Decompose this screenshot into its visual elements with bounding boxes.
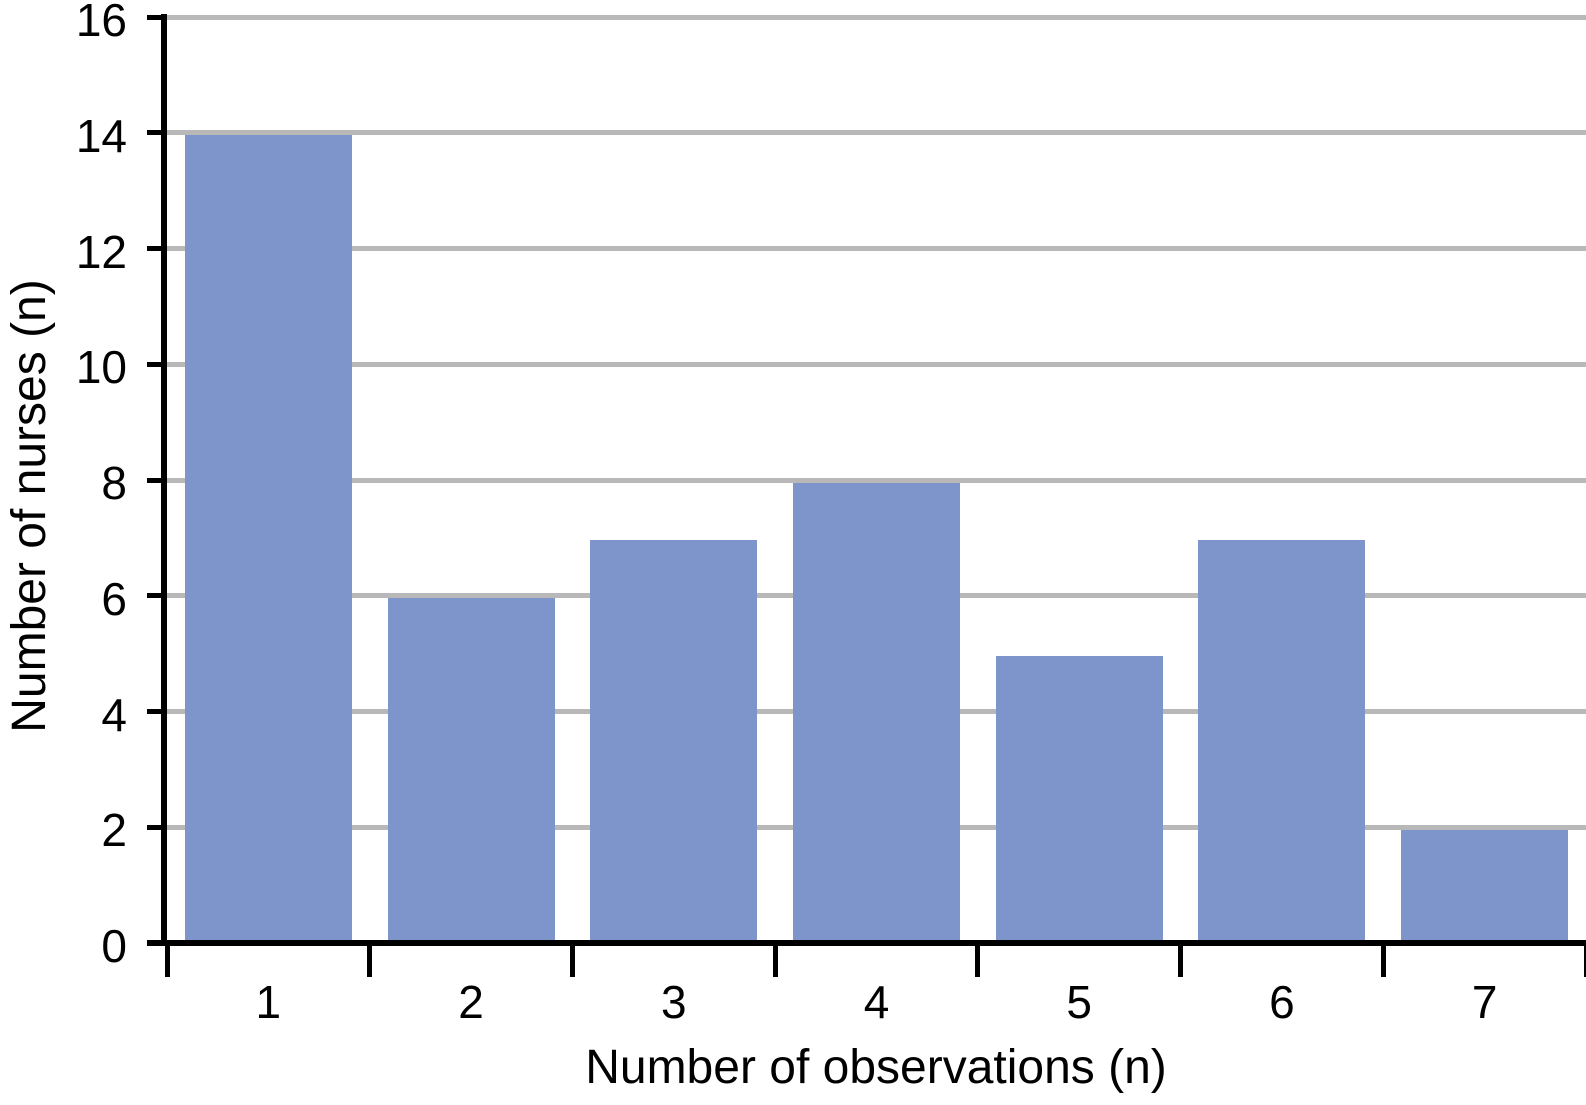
y-axis-title: Number of nurses (n): [3, 279, 56, 733]
x-tick-7: [1583, 940, 1586, 977]
bar-7: [1401, 829, 1569, 940]
y-tick-12: [147, 246, 167, 251]
x-tick-1: [367, 940, 373, 977]
x-axis-line: [147, 940, 1586, 946]
y-tick-2: [147, 824, 167, 830]
gridline-y-16: [167, 14, 1586, 20]
x-tick-5: [1178, 940, 1184, 977]
x-tick-label-3: 3: [660, 976, 687, 1028]
y-tick-label-4: 4: [101, 688, 127, 741]
x-tick-0: [164, 940, 170, 977]
y-tick-label-14: 14: [75, 109, 127, 162]
gridline-y-8: [167, 477, 1586, 483]
y-tick-label-16: 16: [75, 0, 127, 46]
y-tick-label-2: 2: [101, 804, 127, 857]
bar-2: [387, 598, 555, 940]
x-tick-4: [975, 940, 981, 977]
y-tick-4: [147, 709, 167, 714]
bar-6: [1198, 540, 1366, 940]
x-tick-label-5: 5: [1066, 976, 1092, 1028]
y-tick-label-8: 8: [101, 457, 127, 509]
y-tick-8: [147, 477, 167, 483]
y-tick-6: [147, 593, 167, 599]
x-tick-3: [772, 940, 778, 977]
y-tick-16: [147, 14, 167, 20]
y-tick-0: [147, 940, 167, 946]
x-tick-6: [1380, 940, 1386, 977]
x-tick-label-2: 2: [458, 976, 484, 1028]
bar-3: [590, 540, 758, 940]
x-tick-label-4: 4: [863, 976, 890, 1028]
y-tick-label-0: 0: [101, 920, 127, 972]
y-tick-10: [147, 361, 167, 367]
gridline-y-14: [167, 130, 1586, 136]
x-tick-2: [569, 940, 575, 977]
y-tick-label-10: 10: [75, 341, 127, 394]
bar-5: [995, 656, 1163, 940]
gridline-y-12: [167, 246, 1586, 251]
y-tick-label-12: 12: [75, 225, 127, 278]
gridline-y-10: [167, 361, 1586, 367]
y-tick-label-6: 6: [101, 572, 127, 625]
x-axis-title: Number of observations (n): [585, 1041, 1167, 1094]
x-tick-label-6: 6: [1269, 976, 1295, 1028]
y-tick-14: [147, 130, 167, 136]
bar-4: [793, 482, 960, 940]
x-tick-label-7: 7: [1471, 976, 1498, 1028]
bar-1: [184, 135, 352, 940]
x-tick-label-1: 1: [255, 976, 282, 1028]
